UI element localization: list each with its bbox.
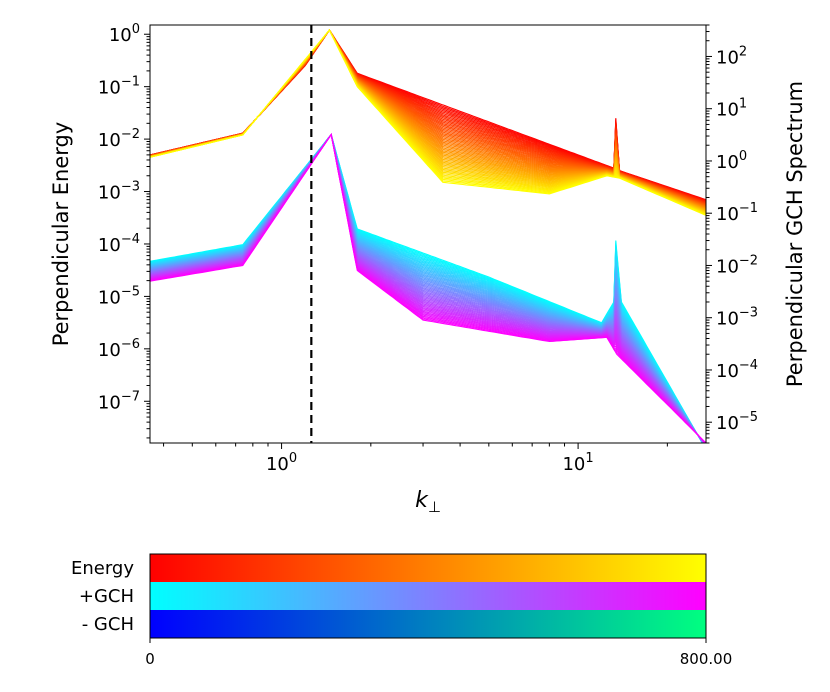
left-axis-ticks: 100 10−1 10−2 10−3 10−4 10−5 10−6 10−7	[98, 22, 150, 439]
plot-frame	[149, 24, 707, 444]
left-tick-label: 10−1	[98, 75, 140, 99]
colorbar-min-label: 0	[145, 650, 155, 668]
x-tick-label: 100	[266, 451, 297, 475]
left-tick-label: 10−5	[98, 284, 140, 308]
x-tick-label: 101	[562, 451, 593, 475]
spectrum-curves	[150, 29, 706, 443]
x-axis-ticks: 100 101	[163, 443, 668, 475]
colorbar-label-minus-gch: - GCH	[82, 614, 134, 635]
left-tick-label: 10−3	[98, 180, 140, 204]
left-tick-label: 10−2	[98, 127, 140, 151]
curve-gch-29	[150, 133, 705, 443]
colorbar-legend: Energy +GCH - GCH 0 800.00	[71, 553, 733, 668]
curve-gch-54	[150, 133, 706, 443]
right-axis-label: Perpendicular GCH Spectrum	[783, 81, 807, 387]
x-axis-label-subscript: ⊥	[428, 498, 441, 516]
left-axis-label: Perpendicular Energy	[49, 122, 73, 347]
left-tick-label: 100	[109, 22, 140, 46]
right-tick-label: 10−3	[716, 306, 758, 330]
left-tick-label: 10−6	[98, 337, 140, 361]
right-tick-label: 10−1	[716, 201, 758, 225]
right-tick-label: 100	[716, 149, 747, 173]
curve-gch-39	[150, 133, 706, 443]
curve-energy-54	[150, 29, 706, 216]
left-tick-label: 10−7	[98, 389, 140, 413]
colorbar-row-plus-gch	[150, 582, 706, 610]
x-axis-label: k⊥	[415, 488, 441, 516]
left-tick-label: 10−4	[98, 232, 140, 256]
right-tick-label: 101	[716, 97, 747, 121]
colorbar-row-energy	[150, 554, 706, 582]
colorbar-max-label: 800.00	[680, 650, 733, 668]
right-tick-label: 102	[716, 44, 747, 68]
colorbar-label-energy: Energy	[71, 558, 134, 579]
colorbar-row-minus-gch	[150, 610, 706, 638]
colorbar-label-plus-gch: +GCH	[79, 586, 134, 607]
right-tick-label: 10−5	[716, 410, 758, 434]
colorbar-frame	[149, 553, 707, 639]
right-tick-label: 10−2	[716, 253, 758, 277]
right-axis-ticks: 102 101 100 10−1 10−2 10−3 10−4 10−5	[706, 24, 758, 444]
curve-gch-19	[150, 133, 704, 443]
right-tick-label: 10−4	[716, 358, 758, 382]
